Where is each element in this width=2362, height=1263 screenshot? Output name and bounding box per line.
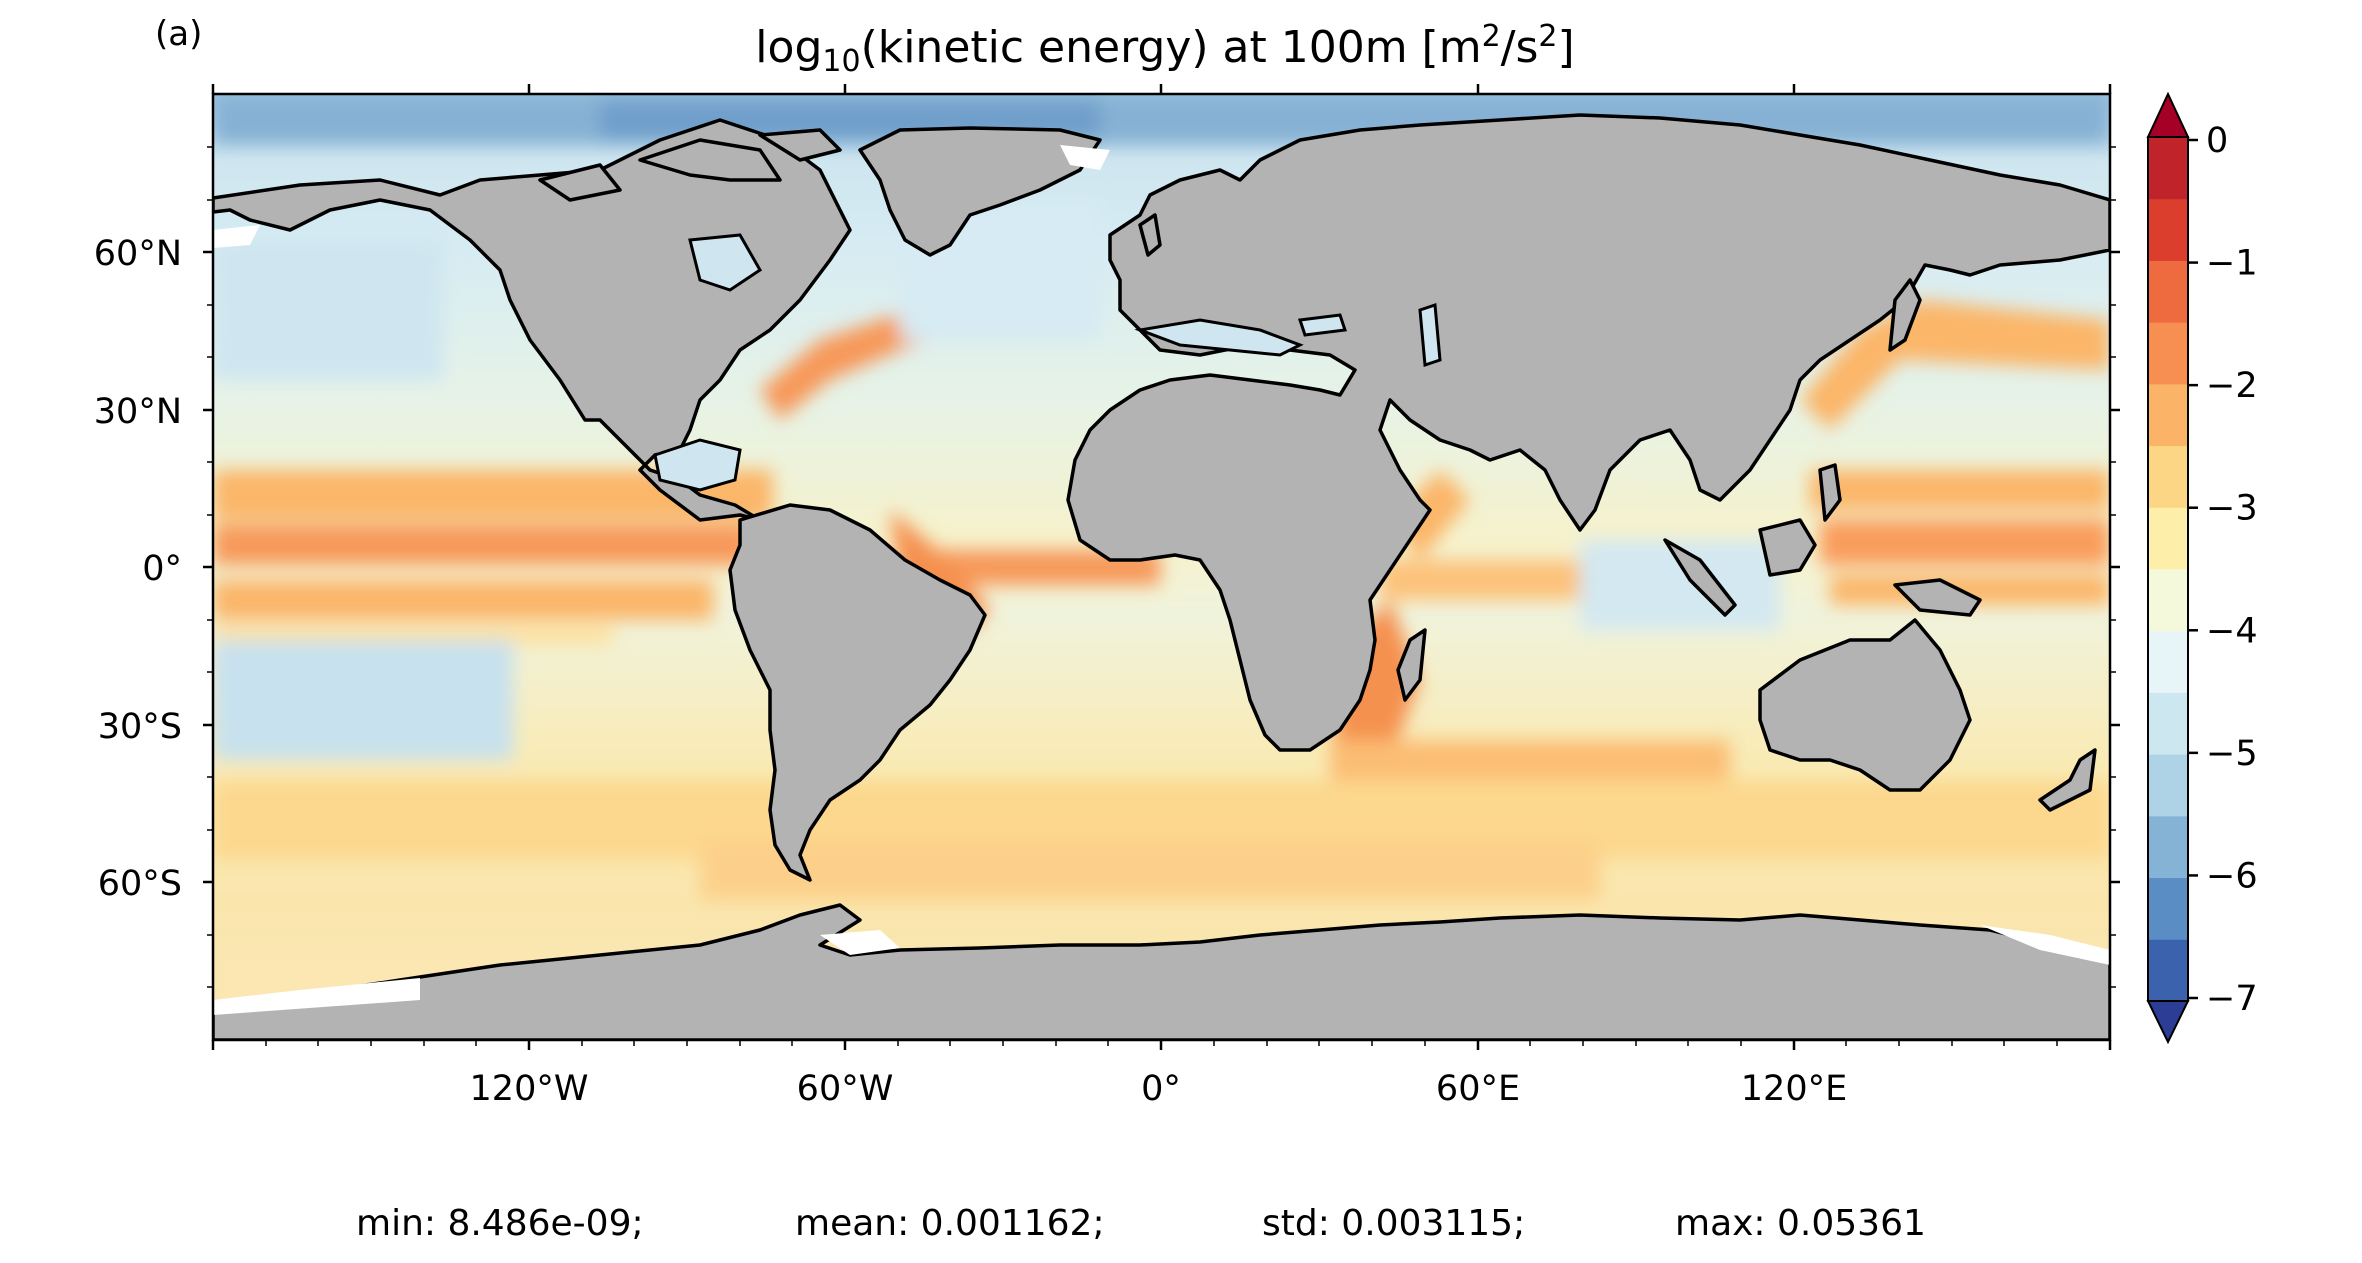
lon-label-60w: 60°W (797, 1069, 894, 1109)
colorbar-tick-label: −1 (2206, 244, 2258, 284)
lat-label-60s: 60°S (98, 864, 182, 904)
greenland-land (858, 126, 1102, 257)
colorbar-level (2148, 815, 2188, 879)
colorbar-tick-label: −2 (2206, 366, 2258, 406)
stat-min: min: 8.486e-09; (356, 1203, 644, 1244)
colorbar-level (2148, 445, 2188, 508)
colorbar-max-extension (2146, 91, 2190, 138)
great-britain-land (1138, 213, 1162, 257)
colorbar-level (2148, 260, 2188, 323)
lon-label-120w: 120°W (470, 1069, 589, 1109)
colorbar-level (2148, 692, 2188, 755)
stat-max: max: 0.05361 (1675, 1203, 1926, 1244)
black-sea (1297, 313, 1348, 337)
colorbar-level (2148, 507, 2188, 570)
colorbar-level (2148, 137, 2188, 200)
lon-label-120e: 120°E (1741, 1069, 1847, 1109)
north-america-land (213, 118, 852, 522)
madagascar-land (1396, 628, 1427, 702)
philippines-land (1818, 463, 1842, 522)
antarctica-land (213, 903, 2110, 1040)
lat-label-60n: 60°N (94, 234, 182, 274)
colorbar-level (2148, 322, 2188, 385)
inland-seas (653, 233, 1442, 492)
lon-ticks (211, 84, 2112, 1050)
stat-std: std: 0.003115; (1262, 1203, 1526, 1244)
colorbar-level (2148, 877, 2188, 940)
panel-label: (a) (155, 14, 203, 54)
new-zealand-land (2038, 748, 2097, 812)
colorbar-ticks: 0 −1 −2 −3 −4 −5 −6 −7 (2188, 121, 2258, 1019)
colorbar-min-extension (2146, 1000, 2190, 1045)
colorbar-level (2148, 198, 2188, 261)
lon-label-60e: 60°E (1436, 1069, 1520, 1109)
stat-mean: mean: 0.001162; (795, 1203, 1105, 1244)
mediterranean-sea (1134, 318, 1304, 357)
colorbar-level (2148, 754, 2188, 817)
colorbar-tick-label: −3 (2206, 489, 2258, 529)
colorbar-tick-label: 0 (2206, 121, 2228, 161)
lon-minor-ticks (265, 1040, 2058, 1046)
colorbar-tick-label: −5 (2206, 734, 2258, 774)
arctic-islands (538, 128, 842, 202)
lat-minor-ticks (207, 146, 2116, 988)
lon-label-0: 0° (1141, 1069, 1181, 1109)
eurasia-africa-land (1066, 113, 2110, 752)
lat-label-30n: 30°N (94, 392, 182, 432)
new-guinea-land (1893, 578, 1982, 617)
japan-land (1888, 278, 1922, 352)
sumatra-land (1663, 538, 1737, 617)
colorbar: 0 −1 −2 −3 −4 −5 −6 −7 (2146, 91, 2258, 1045)
borneo-land (1758, 518, 1817, 577)
colorbar-level (2148, 383, 2188, 447)
colorbar-tick-label: −4 (2206, 611, 2258, 651)
land-masses (213, 113, 2110, 1040)
hudson-bay (688, 233, 762, 292)
caspian-sea (1418, 302, 1442, 368)
statistics-line: min: 8.486e-09; mean: 0.001162; std: 0.0… (0, 1203, 2362, 1253)
gulf-of-mexico (653, 438, 742, 492)
lat-ticks (203, 250, 2120, 884)
colorbar-level (2148, 569, 2188, 632)
lat-label-0: 0° (142, 549, 182, 589)
colorbar-tick-label: −7 (2206, 979, 2258, 1019)
colorbar-tick-label: −6 (2206, 856, 2258, 896)
australia-land (1758, 618, 1972, 792)
colorbar-level (2148, 939, 2188, 1002)
map-title: log10(kinetic energy) at 100m [m2/s2] (755, 19, 1575, 79)
sea-ice (213, 145, 2110, 1015)
colorbar-levels (2148, 137, 2188, 1002)
colorbar-frame (2147, 136, 2189, 1002)
colorbar-level (2148, 630, 2188, 693)
lat-label-30s: 30°S (98, 707, 182, 747)
south-america-land (728, 503, 987, 882)
map-area (213, 94, 2110, 1040)
